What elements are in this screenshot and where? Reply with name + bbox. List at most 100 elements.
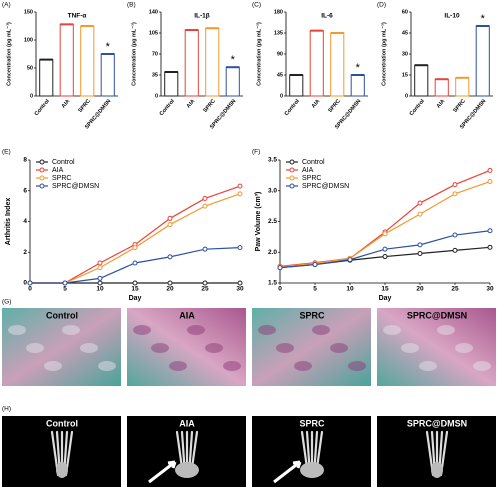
tissue-detail (44, 361, 62, 371)
y-axis-label: Arthritis Index (5, 198, 12, 246)
tissue-detail (133, 325, 151, 335)
bone (175, 462, 199, 478)
y-tick-label: 70 (152, 51, 158, 57)
data-point (487, 167, 493, 173)
bar (39, 59, 54, 97)
data-point (202, 280, 208, 286)
x-tick-label: 10 (96, 286, 104, 293)
data-point (237, 191, 243, 197)
tissue-detail (401, 343, 419, 353)
bar (414, 64, 429, 97)
legend-marker (289, 183, 295, 189)
legend-marker (39, 159, 45, 165)
tissue-detail (312, 325, 330, 335)
tissue-detail (80, 343, 98, 353)
chart-title: IL-10 (444, 13, 460, 20)
y-axis-label: Paw Volume (cm³) (255, 192, 262, 252)
x-tick-label: 25 (201, 286, 209, 293)
y-tick-label: 105 (149, 30, 158, 36)
panel-label: (A) (2, 2, 11, 9)
y-tick-label: 180 (274, 9, 283, 15)
y-tick-label: 30 (402, 51, 408, 57)
image-caption: AIA (179, 310, 195, 320)
bar (225, 66, 240, 97)
data-point (237, 183, 243, 189)
bone (300, 462, 324, 478)
data-point (312, 262, 318, 268)
data-point (452, 191, 458, 197)
bar (309, 30, 324, 97)
significance-star: * (106, 41, 111, 53)
tissue-detail (151, 343, 169, 353)
legend-label: SPRC@DMSN (52, 183, 99, 190)
legend-marker (289, 167, 295, 173)
y-tick-label: 0 (23, 280, 27, 287)
series-line (30, 193, 241, 284)
panel-label: (G) (2, 299, 11, 306)
bar (350, 74, 365, 97)
x-tick-label: Control (284, 98, 301, 117)
tissue-detail (26, 343, 44, 353)
data-point (132, 280, 138, 286)
data-point (237, 245, 243, 251)
bar (205, 27, 220, 97)
x-tick-label: AIA (436, 98, 447, 109)
data-point (347, 257, 353, 263)
x-tick-label: AIA (61, 98, 72, 109)
data-point (202, 246, 208, 252)
x-tick-label: AIA (311, 98, 322, 109)
x-tick-label: 15 (381, 286, 389, 293)
data-point (97, 260, 103, 266)
x-tick-label: SPRC (452, 98, 466, 114)
x-tick-label: SPRC (327, 98, 341, 114)
series-line (30, 185, 241, 284)
data-point (97, 265, 103, 271)
tissue-detail (419, 361, 437, 371)
data-point (452, 232, 458, 238)
bone (431, 462, 443, 478)
data-point (452, 247, 458, 253)
x-tick-label: SPRC (202, 98, 216, 114)
chart-title: TNF-α (68, 13, 87, 20)
x-tick-label: AIA (186, 98, 197, 109)
data-point (417, 211, 423, 217)
y-tick-label: 150 (24, 9, 33, 15)
data-point (167, 215, 173, 221)
tissue-detail (187, 325, 205, 335)
data-point (132, 245, 138, 251)
data-point (382, 231, 388, 237)
data-point (27, 280, 33, 286)
legend-marker (39, 167, 45, 173)
significance-star: * (231, 54, 236, 66)
data-point (417, 200, 423, 206)
data-point (487, 244, 493, 250)
histology-image (127, 308, 246, 386)
y-tick-label: 35 (152, 72, 158, 78)
panel-label: (E) (2, 149, 11, 156)
y-tick-label: 8 (23, 157, 27, 164)
legend-label: AIA (52, 167, 64, 174)
y-tick-label: 4 (23, 218, 27, 225)
data-point (132, 260, 138, 266)
image-caption: AIA (179, 418, 195, 428)
y-tick-label: 1.5 (268, 280, 277, 287)
legend-label: SPRC@DMSN (302, 183, 349, 190)
image-caption: SPRC@DMSN (407, 418, 467, 428)
y-tick-label: 135 (274, 30, 283, 36)
x-tick-label: 20 (166, 286, 174, 293)
data-point (97, 280, 103, 286)
data-point (237, 280, 243, 286)
tissue-detail (223, 361, 241, 371)
bar (164, 71, 179, 97)
y-tick-label: 140 (149, 9, 158, 15)
data-point (97, 275, 103, 281)
tissue-detail (473, 361, 491, 371)
y-tick-label: 60 (402, 9, 408, 15)
panel-label: (F) (252, 149, 260, 156)
y-tick-label: 45 (277, 72, 283, 78)
tissue-detail (348, 361, 366, 371)
x-axis-label: Day (379, 295, 392, 302)
data-point (167, 254, 173, 260)
